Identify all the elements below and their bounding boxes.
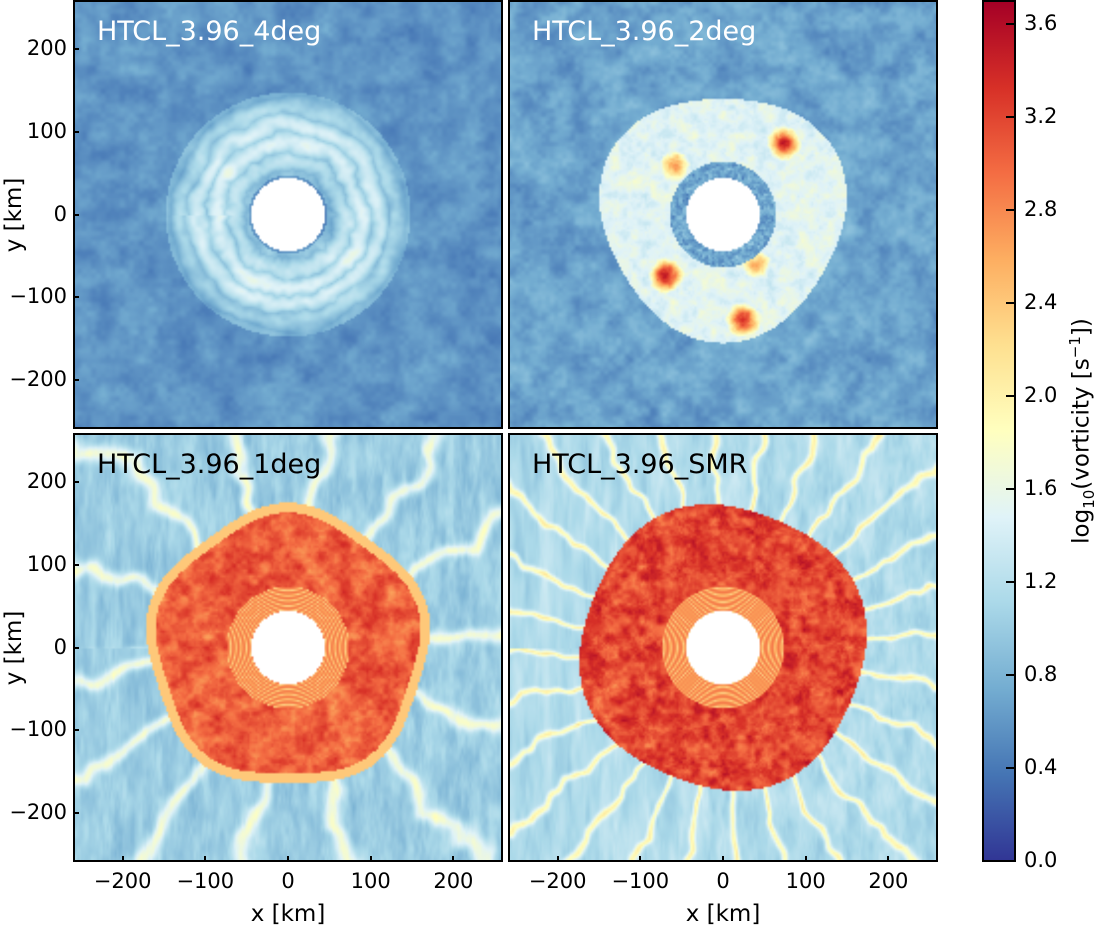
x-tick — [804, 856, 807, 862]
x-tick — [287, 856, 289, 862]
colorbar-tick-label: 1.2 — [1024, 569, 1058, 593]
colorbar-tick-label: 2.4 — [1024, 290, 1058, 314]
y-tick — [73, 811, 79, 814]
y-tick — [73, 729, 79, 732]
colorbar-tick-label: 0.8 — [1024, 662, 1058, 686]
x-tick-label: −200 — [528, 869, 587, 893]
panel-title: HTCL_3.96_SMR — [532, 449, 748, 480]
colorbar-label-main: (vorticity [s — [1068, 358, 1095, 490]
heatmap-panel: HTCL_3.96_SMR — [508, 433, 938, 862]
y-tick — [73, 563, 79, 566]
colorbar-tick-label: 2.8 — [1024, 197, 1058, 221]
colorbar-label-sub: 10 — [1080, 489, 1099, 509]
x-tick-label: 100 — [785, 869, 826, 893]
colorbar-label-sup: −1 — [1065, 336, 1084, 359]
panel-title: HTCL_3.96_1deg — [97, 449, 322, 480]
y-tick-label: −200 — [9, 799, 67, 824]
colorbar-label-end: ]) — [1068, 318, 1095, 337]
colorbar-label-log: log — [1068, 508, 1095, 544]
colorbar-tick — [1006, 581, 1014, 583]
colorbar-tick — [1006, 674, 1014, 676]
y-tick-label: 200 — [26, 469, 67, 494]
x-tick — [639, 856, 642, 862]
colorbar — [982, 0, 1016, 862]
heatmap-panel: HTCL_3.96_4deg — [73, 0, 503, 429]
colorbar-tick — [1006, 860, 1014, 862]
y-axis-label: y [km] — [1, 610, 27, 685]
x-tick-label: 0 — [716, 869, 730, 893]
colorbar-tick — [1006, 116, 1014, 118]
colorbar-tick — [1006, 209, 1014, 211]
x-tick-label: 100 — [350, 869, 391, 893]
heatmap-image — [510, 2, 936, 427]
y-tick — [73, 213, 79, 216]
colorbar-label: log10(vorticity [s−1]) — [1066, 318, 1098, 544]
x-tick — [556, 856, 559, 862]
x-tick-label: −200 — [93, 869, 152, 893]
heatmap-image — [75, 2, 501, 427]
y-tick — [73, 48, 79, 51]
y-tick — [73, 481, 79, 484]
colorbar-tick-label: 1.6 — [1024, 476, 1058, 500]
heatmap-image — [510, 435, 936, 860]
x-tick-label: 0 — [281, 869, 295, 893]
colorbar-tick-label: 2.0 — [1024, 383, 1058, 407]
y-tick-label: 0 — [53, 201, 67, 226]
y-tick-label: −100 — [9, 717, 67, 742]
colorbar-tick-label: 0.4 — [1024, 755, 1058, 779]
x-axis-label: x [km] — [250, 901, 326, 927]
x-tick — [121, 856, 124, 862]
colorbar-tick — [1006, 488, 1014, 490]
panel-title: HTCL_3.96_2deg — [532, 16, 757, 47]
colorbar-tick-label: 3.6 — [1024, 11, 1058, 35]
x-axis-label: x [km] — [685, 901, 761, 927]
x-tick — [204, 856, 207, 862]
y-tick-label: −200 — [9, 366, 67, 391]
x-tick — [887, 856, 890, 862]
colorbar-tick — [1006, 23, 1014, 25]
y-axis-label: y [km] — [1, 177, 27, 252]
y-tick — [73, 646, 79, 649]
panel-title: HTCL_3.96_4deg — [97, 16, 322, 47]
colorbar-tick-label: 0.0 — [1024, 848, 1058, 872]
x-tick-label: 200 — [868, 869, 909, 893]
y-tick-label: −100 — [9, 284, 67, 309]
y-tick-label: 100 — [26, 551, 67, 576]
y-tick — [73, 130, 79, 133]
colorbar-tick — [1006, 767, 1014, 769]
heatmap-panel: HTCL_3.96_1deg — [73, 433, 503, 862]
x-tick-label: −100 — [176, 869, 235, 893]
y-tick — [73, 378, 79, 381]
y-tick-label: 0 — [53, 634, 67, 659]
x-tick — [722, 856, 724, 862]
x-tick — [369, 856, 372, 862]
heatmap-image — [75, 435, 501, 860]
heatmap-panel: HTCL_3.96_2deg — [508, 0, 938, 429]
colorbar-tick — [1006, 302, 1014, 304]
y-tick-label: 200 — [26, 36, 67, 61]
colorbar-tick — [1006, 395, 1014, 397]
x-tick — [452, 856, 455, 862]
y-tick — [73, 296, 79, 299]
colorbar-tick-label: 3.2 — [1024, 104, 1058, 128]
y-tick-label: 100 — [26, 118, 67, 143]
x-tick-label: −100 — [611, 869, 670, 893]
x-tick-label: 200 — [433, 869, 474, 893]
